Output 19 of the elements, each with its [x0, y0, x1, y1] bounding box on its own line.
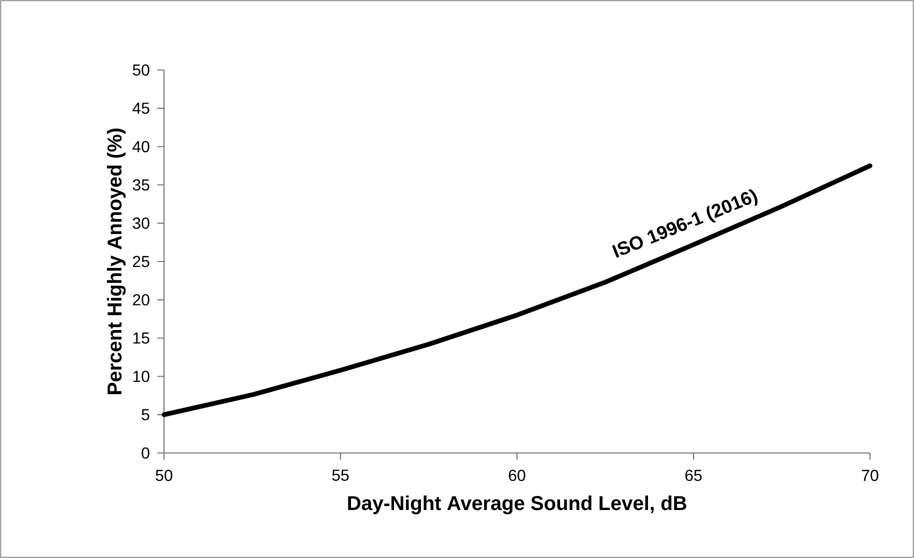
y-tick-label: 40 — [132, 140, 150, 152]
y-tick-label: 10 — [133, 370, 150, 382]
x-tick-label: 70 — [862, 470, 878, 482]
y-tick-label: 25 — [132, 256, 150, 268]
x-tick-label: 65 — [685, 470, 702, 482]
x-tick-label: 50 — [156, 470, 172, 482]
x-tick-label: 55 — [332, 470, 349, 481]
y-tick-label: 50 — [132, 64, 150, 76]
line-series — [162, 163, 872, 418]
y-tick-label: 15 — [133, 332, 150, 344]
y-tick-label: 20 — [132, 294, 150, 306]
y-tick-label: 0 — [142, 447, 150, 459]
y-tick-label: 45 — [132, 102, 150, 114]
x-tick-label: 60 — [508, 470, 526, 482]
y-axis-title: Percent Highly Annoyed (%) — [106, 128, 126, 394]
x-axis-title: Day-Night Average Sound Level, dB — [348, 496, 686, 514]
y-tick-label: 35 — [132, 179, 150, 191]
y-tick-label: 30 — [132, 218, 150, 229]
y-tick-label: 5 — [142, 409, 150, 420]
